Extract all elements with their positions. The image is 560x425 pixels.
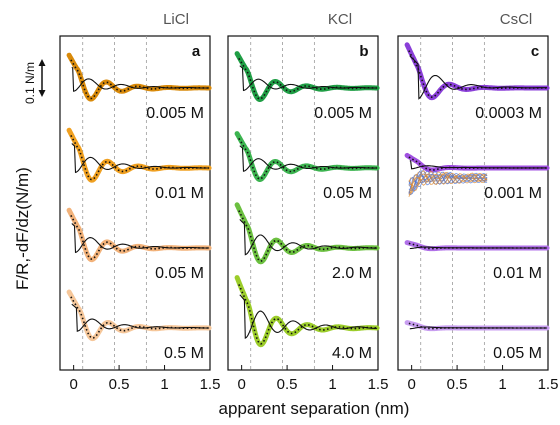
panel-b-tick-label: 1.5 — [368, 376, 389, 393]
panel-b-fit-trace — [238, 210, 378, 262]
scale-bar: 0.1 N/m — [23, 59, 46, 104]
panel-b-tick-label: 0 — [237, 376, 245, 393]
panel-b-conc-label: 4.0 M — [332, 345, 372, 362]
panel-a-data-trace — [66, 127, 212, 183]
panel-a-fit-trace — [70, 215, 210, 260]
panel-b-fit-trace — [238, 137, 378, 180]
panel-b-tick-label: 1 — [328, 376, 336, 393]
panel-b-theory-trace — [239, 65, 378, 92]
panel-c: CsCl c 0 0.5 1 1.5 0.0003 M 0.001 M 0.01 M 0.05… — [397, 11, 559, 393]
panel-b-frame — [227, 35, 379, 371]
panel-b-tick-label: 0.5 — [277, 376, 298, 393]
panel-c-theory-trace — [409, 326, 548, 330]
panel-a-data-trace — [66, 52, 212, 102]
panel-b-theory-trace — [239, 219, 378, 256]
panel-a-conc-label: 0.5 M — [164, 345, 204, 362]
panel-c-conc-label: 0.001 M — [484, 185, 542, 202]
panel-c-raw-curve — [408, 170, 488, 192]
panel-c-conc-label: 0.0003 M — [475, 105, 542, 122]
panel-c-salt: CsCl — [500, 11, 533, 28]
panel-c-conc-label: 0.01 M — [493, 265, 542, 282]
panel-c-raw-curve — [408, 170, 488, 192]
panel-c-tick-label: 1 — [498, 376, 506, 393]
panel-a-conc-label: 0.005 M — [146, 105, 204, 122]
panel-b-data-trace — [234, 51, 380, 102]
panel-a-theory-trace — [71, 303, 210, 332]
panel-b-conc-label: 0.05 M — [323, 185, 372, 202]
panel-a-fit-trace — [70, 296, 210, 339]
panel-a-tick-label: 0 — [69, 376, 77, 393]
panel-a-conc-label: 0.05 M — [155, 265, 204, 282]
panel-c-fit-trace — [408, 50, 548, 99]
panel-c-tick-label: 0.5 — [447, 376, 468, 393]
panel-b-letter: b — [359, 43, 368, 60]
panel-a-conc-label: 0.01 M — [155, 185, 204, 202]
panel-b-data-trace — [234, 275, 380, 348]
panel-a-fit-trace — [70, 59, 210, 100]
panel-a-salt: LiCl — [163, 11, 189, 28]
panel-a: LiCl a 0 0.5 1 1.5 0.005 M 0.01 M 0.05 M 0.5 M — [59, 11, 221, 393]
panel-b-fit-trace — [238, 57, 378, 100]
scale-bar-label: 0.1 N/m — [23, 62, 37, 104]
panel-c-conc-label: 0.05 M — [493, 345, 542, 362]
panel-a-data-trace — [66, 289, 212, 342]
panel-a-letter: a — [192, 43, 201, 60]
panel-a-tick-label: 1.5 — [200, 376, 221, 393]
panel-b-theory-trace — [239, 145, 378, 172]
panel-a-fit-trace — [70, 135, 210, 181]
panel-b-fit-trace — [238, 284, 378, 345]
panel-c-theory-trace — [409, 160, 548, 170]
panel-b-data-trace — [234, 131, 380, 182]
panel-a-data-trace — [66, 207, 212, 263]
panel-b-salt: KCl — [328, 11, 352, 28]
panel-c-raw-curve — [408, 172, 488, 187]
y-axis-label: F/R,-dF/dz(N/m) — [13, 167, 32, 290]
panel-c-letter: c — [531, 43, 539, 60]
panel-c-theory-trace — [409, 246, 548, 250]
panel-b: KCl b 0 0.5 1 1.5 0.005 M 0.05 M 2.0 M 4.0 M — [227, 11, 389, 393]
x-axis-label: apparent separation (nm) — [219, 399, 410, 418]
panel-a-tick-label: 1 — [160, 376, 168, 393]
panel-c-frame — [397, 35, 549, 371]
panel-a-theory-trace — [71, 66, 210, 92]
panel-c-data-trace — [404, 42, 550, 101]
panel-c-theory-trace — [409, 55, 548, 100]
panel-a-tick-label: 0.5 — [109, 376, 130, 393]
panel-b-conc-label: 2.0 M — [332, 265, 372, 282]
panel-c-tick-label: 1.5 — [538, 376, 559, 393]
panel-c-tick-label: 0 — [407, 376, 415, 393]
panel-a-theory-trace — [71, 223, 210, 254]
panel-b-data-trace — [234, 202, 380, 265]
panel-a-theory-trace — [71, 143, 210, 174]
panel-c-raw-curve — [408, 172, 488, 198]
panel-a-frame — [59, 35, 211, 371]
panel-b-theory-trace — [239, 294, 378, 340]
panel-b-conc-label: 0.005 M — [314, 105, 372, 122]
